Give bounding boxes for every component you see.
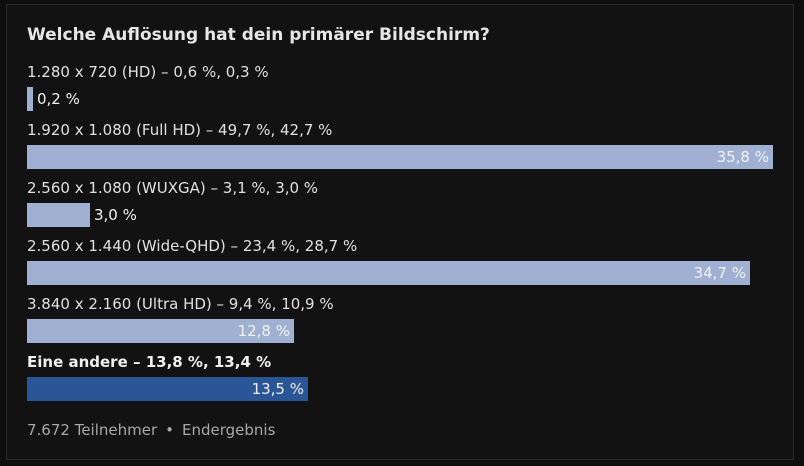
option-label: 1.280 x 720 (HD) – 0,6 %, 0,3 % <box>27 63 269 81</box>
poll-card: Welche Auflösung hat dein primärer Bilds… <box>6 4 794 460</box>
poll-title: Welche Auflösung hat dein primärer Bilds… <box>27 25 490 45</box>
result-bar <box>27 203 90 227</box>
bar-row: 35,8 % <box>27 145 787 169</box>
bar-value-label: 34,7 % <box>693 264 746 282</box>
poll-status: Endergebnis <box>182 421 276 439</box>
option-label: 2.560 x 1.080 (WUXGA) – 3,1 %, 3,0 % <box>27 179 319 197</box>
result-bar <box>27 319 294 343</box>
bar-value-label: 12,8 % <box>237 322 290 340</box>
bar-row: 0,2 % <box>27 87 787 111</box>
bar-value-label: 13,5 % <box>251 380 304 398</box>
poll-option: 3.840 x 2.160 (Ultra HD) – 9,4 %, 10,9 %… <box>27 295 787 343</box>
option-label: Eine andere – 13,8 %, 13,4 % <box>27 353 272 371</box>
bar-value-label: 0,2 % <box>37 90 80 108</box>
poll-option: 1.280 x 720 (HD) – 0,6 %, 0,3 % 0,2 % <box>27 63 787 111</box>
poll-option: 2.560 x 1.440 (Wide-QHD) – 23,4 %, 28,7 … <box>27 237 787 285</box>
participant-count: 7.672 Teilnehmer <box>27 421 158 439</box>
poll-option: 2.560 x 1.080 (WUXGA) – 3,1 %, 3,0 % 3,0 … <box>27 179 787 227</box>
option-label: 1.920 x 1.080 (Full HD) – 49,7 %, 42,7 % <box>27 121 333 139</box>
separator-dot: • <box>165 421 174 439</box>
bar-value-label: 3,0 % <box>94 206 137 224</box>
poll-footer: 7.672 Teilnehmer • Endergebnis <box>27 421 275 439</box>
bar-row: 12,8 % <box>27 319 787 343</box>
result-bar <box>27 377 308 401</box>
result-bar <box>27 145 773 169</box>
bar-value-label: 35,8 % <box>716 148 769 166</box>
result-bar <box>27 261 750 285</box>
bar-row: 13,5 % <box>27 377 787 401</box>
bar-row: 34,7 % <box>27 261 787 285</box>
poll-option: 1.920 x 1.080 (Full HD) – 49,7 %, 42,7 %… <box>27 121 787 169</box>
poll-option: Eine andere – 13,8 %, 13,4 % 13,5 % <box>27 353 787 401</box>
option-label: 2.560 x 1.440 (Wide-QHD) – 23,4 %, 28,7 … <box>27 237 358 255</box>
result-bar <box>27 87 33 111</box>
bar-row: 3,0 % <box>27 203 787 227</box>
option-label: 3.840 x 2.160 (Ultra HD) – 9,4 %, 10,9 % <box>27 295 334 313</box>
